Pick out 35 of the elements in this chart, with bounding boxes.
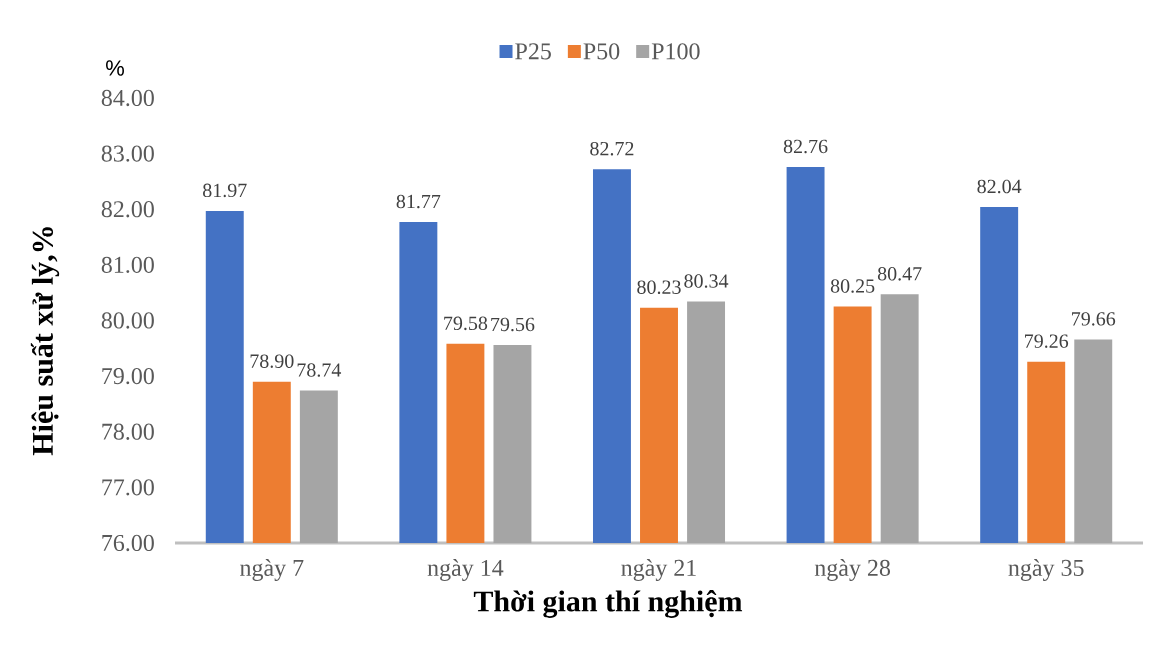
data-label: 79.58	[444, 316, 488, 331]
legend-label: P50	[583, 43, 620, 60]
data-label: 79.56	[491, 317, 535, 332]
y-tick-label: 80.00	[101, 312, 154, 329]
data-label: 81.97	[203, 183, 247, 198]
data-label: 79.66	[1072, 312, 1116, 326]
y-tick-label: 76.00	[102, 534, 154, 552]
data-label: 81.77	[396, 194, 441, 209]
data-label: 80.47	[877, 267, 922, 281]
data-label: 79.26	[1025, 334, 1069, 348]
x-axis-title: Thời gian thí nghiệm	[473, 590, 743, 618]
x-tick-label: ngày 28	[814, 559, 891, 581]
x-tick-label: ngày 7	[240, 559, 304, 581]
legend-label: P25	[515, 43, 551, 60]
y-tick-label: 84.00	[101, 89, 154, 107]
y-tick-label: 79.00	[102, 367, 154, 385]
y-axis-title: Hiệu suất xử lý,%	[30, 227, 60, 456]
data-label: 80.23	[637, 280, 681, 294]
data-label: 82.76	[783, 139, 828, 154]
text: %	[106, 60, 124, 76]
y-tick-label: 82.00	[101, 201, 154, 218]
y-tick-label: 77.00	[102, 479, 154, 496]
data-label: 80.25	[830, 279, 875, 293]
data-label: 78.74	[297, 363, 342, 377]
data-label: 80.34	[684, 274, 729, 288]
legend-label: P100	[651, 43, 700, 60]
x-tick-label: ngày 21	[621, 559, 696, 581]
y-tick-label: 83.00	[101, 145, 154, 162]
y-tick-label: 78.00	[102, 423, 154, 440]
y-tick-label: 81.00	[101, 256, 154, 274]
data-label: 82.04	[977, 179, 1022, 194]
x-tick-label: ngày 14	[427, 559, 504, 581]
data-label: 78.90	[250, 354, 294, 368]
x-tick-label: ngày 35	[1008, 559, 1084, 581]
data-label: 82.72	[590, 141, 634, 156]
